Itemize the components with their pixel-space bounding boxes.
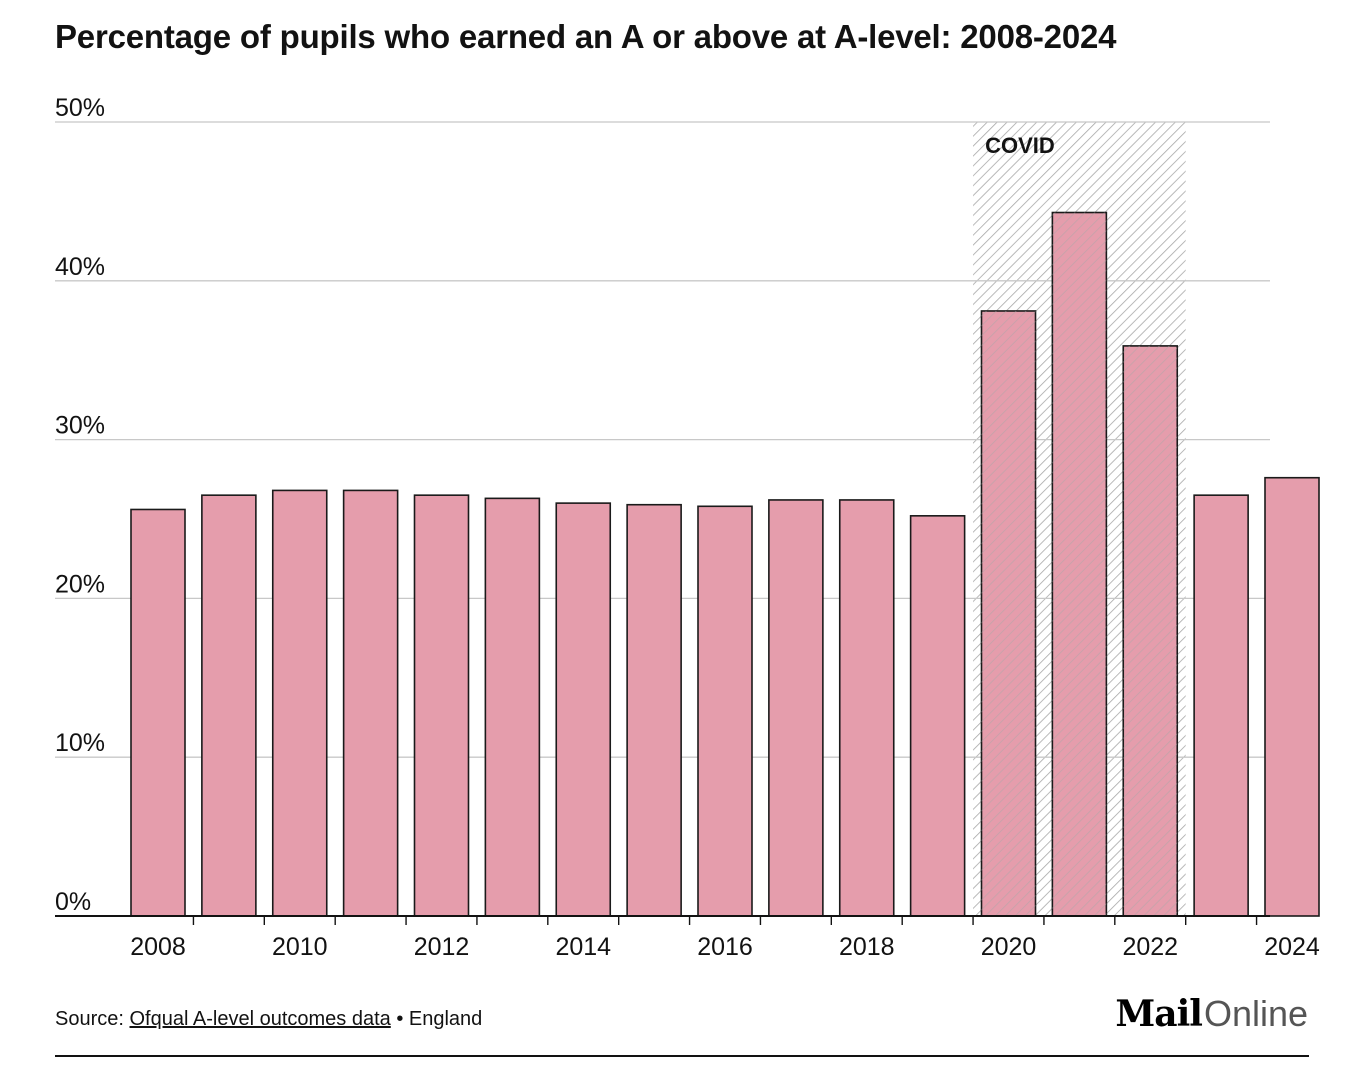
- bar-2023: [1193, 494, 1249, 917]
- bar-2015: [626, 503, 682, 917]
- source-footer: Source: Ofqual A-level outcomes data • E…: [55, 1008, 482, 1031]
- bar-2018: [838, 499, 895, 917]
- bar-chart: 0%10%20%30%40%50% 2008 2010 2012 2014 2016 20…: [55, 94, 1320, 961]
- x-tick-label: 2008: [130, 933, 186, 961]
- y-tick-label: 0%: [55, 888, 91, 916]
- annotation-label: COVID: [985, 133, 1055, 158]
- covid-bar-hatch: [981, 310, 1036, 916]
- bar-2017: [768, 499, 824, 917]
- bar-2008: [130, 508, 186, 917]
- x-tick-label: 2022: [1122, 933, 1178, 961]
- y-tick-label: 40%: [55, 253, 105, 281]
- brand-mail: Mail: [1115, 993, 1203, 1035]
- source-region: England: [408, 1008, 483, 1030]
- x-tick-label: 2012: [414, 933, 470, 961]
- covid-bar-hatch: [1052, 212, 1107, 917]
- y-tick-labels-layer: 0% 10% 20% 30% 40% 50%: [55, 94, 105, 916]
- source-link[interactable]: Ofqual A-level outcomes data: [129, 1008, 391, 1030]
- covid-bar-hatch: [1123, 345, 1178, 917]
- x-tick-label: 2014: [555, 933, 611, 961]
- x-tick-label: 2016: [697, 933, 753, 961]
- x-axis-layer: [55, 915, 1270, 925]
- source-separator: •: [396, 1008, 404, 1030]
- y-tick-label: 20%: [55, 570, 105, 598]
- bar-2016: [697, 505, 753, 917]
- bar-2024: [1264, 476, 1320, 917]
- x-tick-labels-layer: 2008 2010 2012 2014 2016 2018 2020 2022 2024: [130, 933, 1320, 961]
- x-tick-label: 2024: [1264, 933, 1320, 961]
- bar-2013: [484, 497, 541, 917]
- x-tick-label: 2018: [839, 933, 895, 961]
- annotation-layer: COVID: [985, 133, 1055, 158]
- chart-title: Percentage of pupils who earned an A or …: [55, 18, 1117, 55]
- bar-2019: [909, 515, 966, 917]
- x-tick-label: 2020: [981, 933, 1037, 961]
- bar-2010: [271, 489, 328, 917]
- bar-2009: [201, 494, 257, 917]
- y-tick-label: 30%: [55, 412, 105, 440]
- x-tick-label: 2010: [272, 933, 328, 961]
- bottom-divider: [55, 1055, 1309, 1057]
- bar-2012: [413, 494, 470, 917]
- bar-2011: [342, 489, 399, 917]
- y-tick-label: 10%: [55, 729, 105, 757]
- y-tick-label: 50%: [55, 94, 105, 122]
- source-prefix: Source:: [55, 1008, 124, 1030]
- covid-band-overlay-layer: [981, 212, 1178, 917]
- mailonline-logo: MailOnline: [1115, 993, 1308, 1035]
- brand-online: Online: [1203, 993, 1308, 1034]
- bar-2014: [555, 502, 612, 917]
